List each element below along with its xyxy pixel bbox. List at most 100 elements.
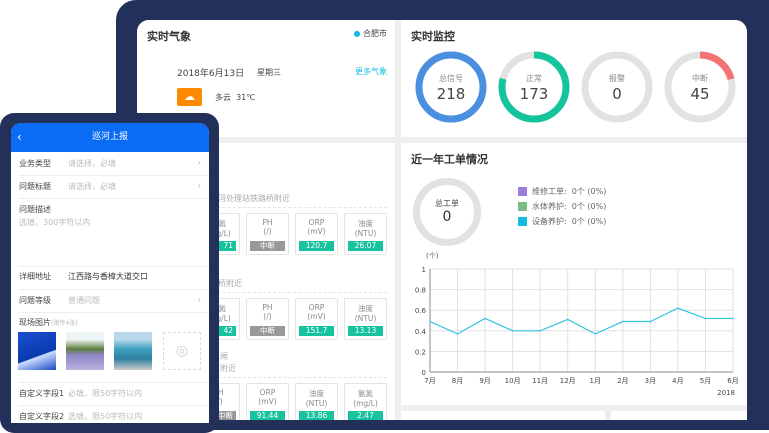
photo-thumbnail[interactable] — [66, 332, 104, 370]
data-point — [732, 317, 734, 320]
monitor-ring[interactable]: 总信号 218 — [415, 51, 487, 123]
x-tick-label: 6月 — [727, 377, 738, 385]
field-placeholder: 请选择，必填 — [68, 159, 116, 168]
work-orders-panel: 近一年工单情况 总工单 0 维修工单: 0个 (0%) 水体养护: 0个 (0%)… — [401, 143, 747, 405]
issue-description-label: 问题描述 — [19, 205, 51, 214]
y-tick-label: 0.4 — [415, 328, 427, 336]
sensor-unit: (NTU) — [305, 399, 328, 408]
sensor-card[interactable]: 浊度 (NTU) 13.86 — [295, 383, 338, 420]
y-tick-label: 0.6 — [415, 307, 427, 315]
photo-thumbnail[interactable] — [114, 332, 152, 370]
field-label: 问题标题 — [19, 182, 51, 191]
total-orders-label: 总工单 — [435, 199, 459, 208]
sensor-card[interactable]: 浊度 (NTU) 26.07 — [344, 213, 387, 255]
sensor-card[interactable]: ORP (mV) 91.44 — [246, 383, 289, 420]
sensor-unit: (mV) — [258, 397, 277, 406]
phone-title: 巡河上报 — [91, 132, 128, 142]
custom-field-2[interactable]: 自定义字段2 选填，限50字符以内 — [11, 411, 209, 423]
sensor-card[interactable]: 浊度 (NTU) 13.13 — [344, 298, 387, 340]
x-tick-label: 9月 — [479, 377, 490, 385]
sensor-name: ORP — [308, 218, 325, 227]
monitor-title: 实时监控 — [411, 30, 455, 43]
sensor-name: 氨氮 — [358, 389, 373, 398]
data-point — [511, 330, 514, 332]
sensor-value: 120.7 — [299, 241, 334, 251]
year-label: 2018 — [717, 389, 735, 397]
x-tick-label: 8月 — [452, 377, 463, 385]
photos-label: 现场图片(限传4张) — [19, 318, 78, 327]
phone-screen: ‹ 巡河上报 业务类型 请选择，必填 › 问题标题 请选择，必填 › 问题描述 选填，3… — [11, 123, 209, 423]
monitor-ring[interactable]: 中断 45 — [664, 51, 736, 123]
data-point — [594, 333, 597, 335]
more-weather-link[interactable]: 更多气象 — [355, 67, 387, 76]
y-tick-label: 0 — [422, 369, 426, 377]
field-label: 问题等级 — [19, 296, 51, 305]
x-tick-label: 4月 — [672, 377, 683, 385]
orders-title: 近一年工单情况 — [411, 153, 488, 166]
weather-weekday: 星期三 — [257, 68, 281, 77]
site-name: 河处理站铁路桥附近 — [218, 194, 290, 203]
issue-title-field[interactable]: 问题标题 请选择，必填 › — [11, 181, 209, 193]
monitor-panel: 实时监控 总信号 218 正常 173 报警 0 中断 45 — [401, 20, 747, 137]
y-tick-label: 1 — [422, 266, 426, 274]
sensor-card[interactable]: 氨氮 (mg/L) 2.47 — [344, 383, 387, 420]
sensor-card[interactable]: PH (/) 中断 — [246, 298, 289, 340]
location-pin-icon: ● — [353, 29, 361, 38]
legend-item: 设备养护: 0个 (0%) — [518, 216, 606, 227]
business-type-field[interactable]: 业务类型 请选择，必填 › — [11, 158, 209, 170]
y-tick-label: 0.2 — [415, 348, 426, 356]
sensor-value: 151.7 — [299, 326, 334, 336]
y-tick-label: 0.8 — [415, 287, 426, 295]
site-name: 桥附近 — [218, 279, 242, 288]
issue-level-field[interactable]: 问题等级 普通问题 › — [11, 295, 209, 307]
sensor-value: 13.86 — [299, 411, 334, 420]
x-tick-label: 1月 — [590, 377, 601, 385]
data-point — [677, 307, 679, 309]
ring-label: 正常 — [526, 74, 542, 83]
bottom-panel-left — [401, 411, 605, 420]
field-label: 自定义字段2 — [19, 412, 65, 421]
sensor-card[interactable]: PH (/) 中断 — [246, 213, 289, 255]
site-name: 闸 — [220, 352, 228, 361]
add-photo-button[interactable]: ◎ — [163, 332, 201, 370]
x-tick-label: 11月 — [532, 377, 548, 385]
sensor-card[interactable]: ORP (mV) 151.7 — [295, 298, 338, 340]
city-label: 合肥市 — [363, 29, 387, 38]
sensor-name: ORP — [259, 388, 276, 397]
x-tick-label: 3月 — [645, 377, 656, 385]
field-placeholder: 必填，限50字符以内 — [68, 389, 143, 398]
sensor-unit: (mV) — [307, 312, 326, 321]
sensor-name: ORP — [308, 303, 325, 312]
sensor-value: 2.47 — [348, 411, 383, 420]
sensor-value: 13.13 — [348, 326, 383, 336]
ring-value: 173 — [519, 85, 549, 103]
address-field[interactable]: 详细地址 江西路与香樟大道交口 — [11, 271, 209, 283]
photo-thumbnail[interactable] — [18, 332, 56, 370]
data-point — [484, 317, 486, 320]
chevron-right-icon: › — [197, 158, 201, 167]
ring-value: 0 — [612, 85, 622, 103]
monitor-ring[interactable]: 正常 173 — [498, 51, 570, 123]
city-selector[interactable]: ● 合肥市 — [353, 28, 387, 39]
data-point — [566, 318, 569, 321]
x-tick-label: 12月 — [560, 377, 576, 385]
partly-cloudy-icon: ☁ — [177, 88, 202, 106]
x-tick-label: 2月 — [617, 377, 628, 385]
ring-label: 总信号 — [439, 74, 463, 83]
sensor-value: 26.07 — [348, 241, 383, 251]
total-orders-ring — [413, 178, 481, 246]
sensor-name: 浊度 — [309, 389, 324, 398]
sensor-unit: (mg/L) — [353, 399, 378, 408]
sensor-card[interactable]: ORP (mV) 120.7 — [295, 213, 338, 255]
chevron-left-icon[interactable]: ‹ — [17, 130, 22, 144]
monitor-ring[interactable]: 报警 0 — [581, 51, 653, 123]
field-label: 自定义字段1 — [19, 389, 65, 398]
legend-item: 维修工单: 0个 (0%) — [518, 186, 606, 197]
custom-field-1[interactable]: 自定义字段1 必填，限50字符以内 — [11, 388, 209, 400]
chevron-right-icon: › — [197, 181, 201, 190]
ring-value: 45 — [690, 85, 710, 103]
x-tick-label: 5月 — [700, 377, 711, 385]
issue-description-input[interactable]: 选填，300字符以内 — [19, 218, 91, 227]
field-placeholder: 普通问题 — [68, 296, 100, 305]
sensor-value: 中断 — [250, 326, 285, 336]
